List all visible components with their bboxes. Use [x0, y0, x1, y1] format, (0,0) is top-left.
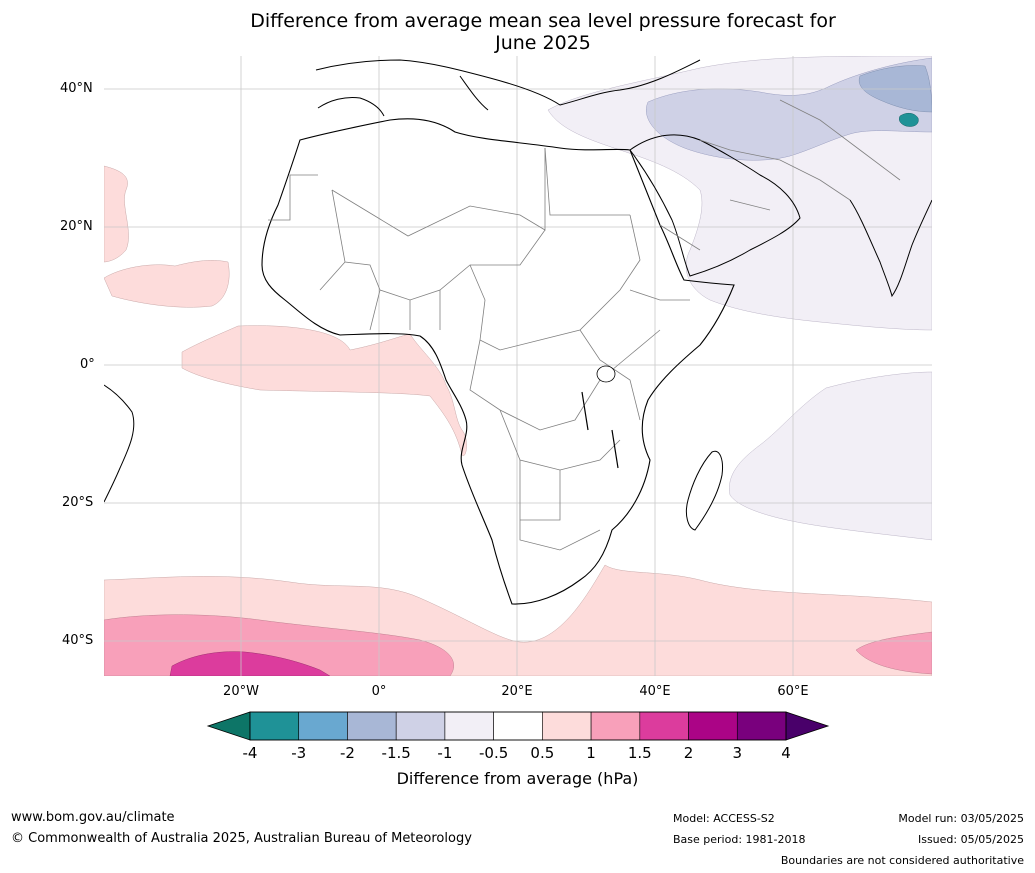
- colorbar-cell: [542, 711, 592, 741]
- colorbar-cell: [444, 711, 494, 741]
- colorbar-tick-label: -3: [291, 744, 307, 762]
- lon-label-40e: 40°E: [639, 684, 671, 699]
- colorbar-cell: [590, 711, 641, 741]
- colorbar-cells: [206, 711, 830, 741]
- colorbar-cell: [298, 711, 348, 741]
- footer-model: Model: ACCESS-S2: [673, 812, 775, 825]
- india-coastline: [849, 199, 932, 298]
- anomaly-negative-indian-ocean: [729, 371, 932, 541]
- colorbar-tick-label: 2: [683, 744, 694, 762]
- gridlines: [104, 56, 932, 676]
- title-line-1: Difference from average mean sea level p…: [250, 10, 836, 32]
- colorbar-tick-label: -1: [437, 744, 453, 762]
- anomaly-positive-southeast-mid: [855, 631, 932, 675]
- colorbar-tick-label: 0.5: [530, 744, 555, 762]
- anomaly-positive-gulf-of-guinea: [181, 325, 467, 457]
- footer-base-period: Base period: 1981-2018: [673, 833, 806, 846]
- lon-label-20w: 20°W: [223, 684, 259, 699]
- colorbar-tick-label: 1: [586, 744, 596, 762]
- country-borders: [268, 99, 901, 551]
- anomaly-negative-central-asia-peak: [899, 113, 919, 127]
- colorbar-tick-label: 4: [781, 744, 791, 762]
- footer-issued: Issued: 05/05/2025: [917, 833, 1024, 846]
- colorbar-cell: [736, 711, 787, 741]
- title-line-2: June 2025: [495, 32, 591, 54]
- lat-label-20s: 20°S: [62, 495, 94, 510]
- footer-model-run: Model run: 03/05/2025: [898, 812, 1024, 825]
- lon-label-0: 0°: [371, 684, 387, 699]
- footer-copyright: © Commonwealth of Australia 2025, Austra…: [11, 831, 472, 846]
- lat-label-20n: 20°N: [60, 219, 93, 234]
- colorbar-tick-label: 1.5: [627, 744, 652, 762]
- colorbar-cell: [249, 711, 300, 741]
- lat-label-equator: 0°: [80, 357, 95, 372]
- colorbar-tick-label: 3: [732, 744, 743, 762]
- footer-website[interactable]: www.bom.gov.au/climate: [11, 810, 175, 825]
- lake-victoria: [596, 365, 616, 383]
- colorbar-cell: [639, 711, 689, 741]
- colorbar-cell: [493, 711, 543, 741]
- colorbar-tick-label: -0.5: [478, 744, 509, 762]
- colorbar-tick-label: -4: [242, 744, 258, 762]
- colorbar-cell: [347, 711, 397, 741]
- colorbar-label: Difference from average (hPa): [396, 769, 639, 788]
- lat-label-40n: 40°N: [60, 81, 93, 96]
- colorbar-arrow-high: [785, 711, 830, 741]
- colorbar-tick-label: -2: [339, 744, 355, 762]
- africa-coastline: [261, 118, 735, 605]
- lon-label-60e: 60°E: [777, 684, 809, 699]
- colorbar-cell: [395, 711, 446, 741]
- anomaly-positive-west-africa-coast: [104, 165, 129, 263]
- south-america-coastline: [104, 384, 135, 503]
- colorbar-cell: [688, 711, 738, 741]
- footer-disclaimer: Boundaries are not considered authoritat…: [780, 854, 1024, 867]
- arabian-peninsula-coastline: [629, 134, 801, 277]
- colorbar-arrow-low: [206, 711, 251, 741]
- colorbar-tick-label: -1.5: [381, 744, 411, 762]
- lake-malawi: [611, 429, 619, 469]
- lon-label-20e: 20°E: [501, 684, 533, 699]
- europe-coastline: [315, 59, 701, 117]
- lake-tanganyika: [581, 391, 589, 431]
- colorbar-frame: [249, 711, 787, 741]
- anomaly-positive-northwest-atlantic: [104, 260, 230, 308]
- anomaly-positive-south-strong: [169, 651, 331, 676]
- lat-label-40s: 40°S: [62, 633, 94, 648]
- map-title: Difference from average mean sea level p…: [200, 10, 886, 54]
- madagascar: [685, 450, 723, 531]
